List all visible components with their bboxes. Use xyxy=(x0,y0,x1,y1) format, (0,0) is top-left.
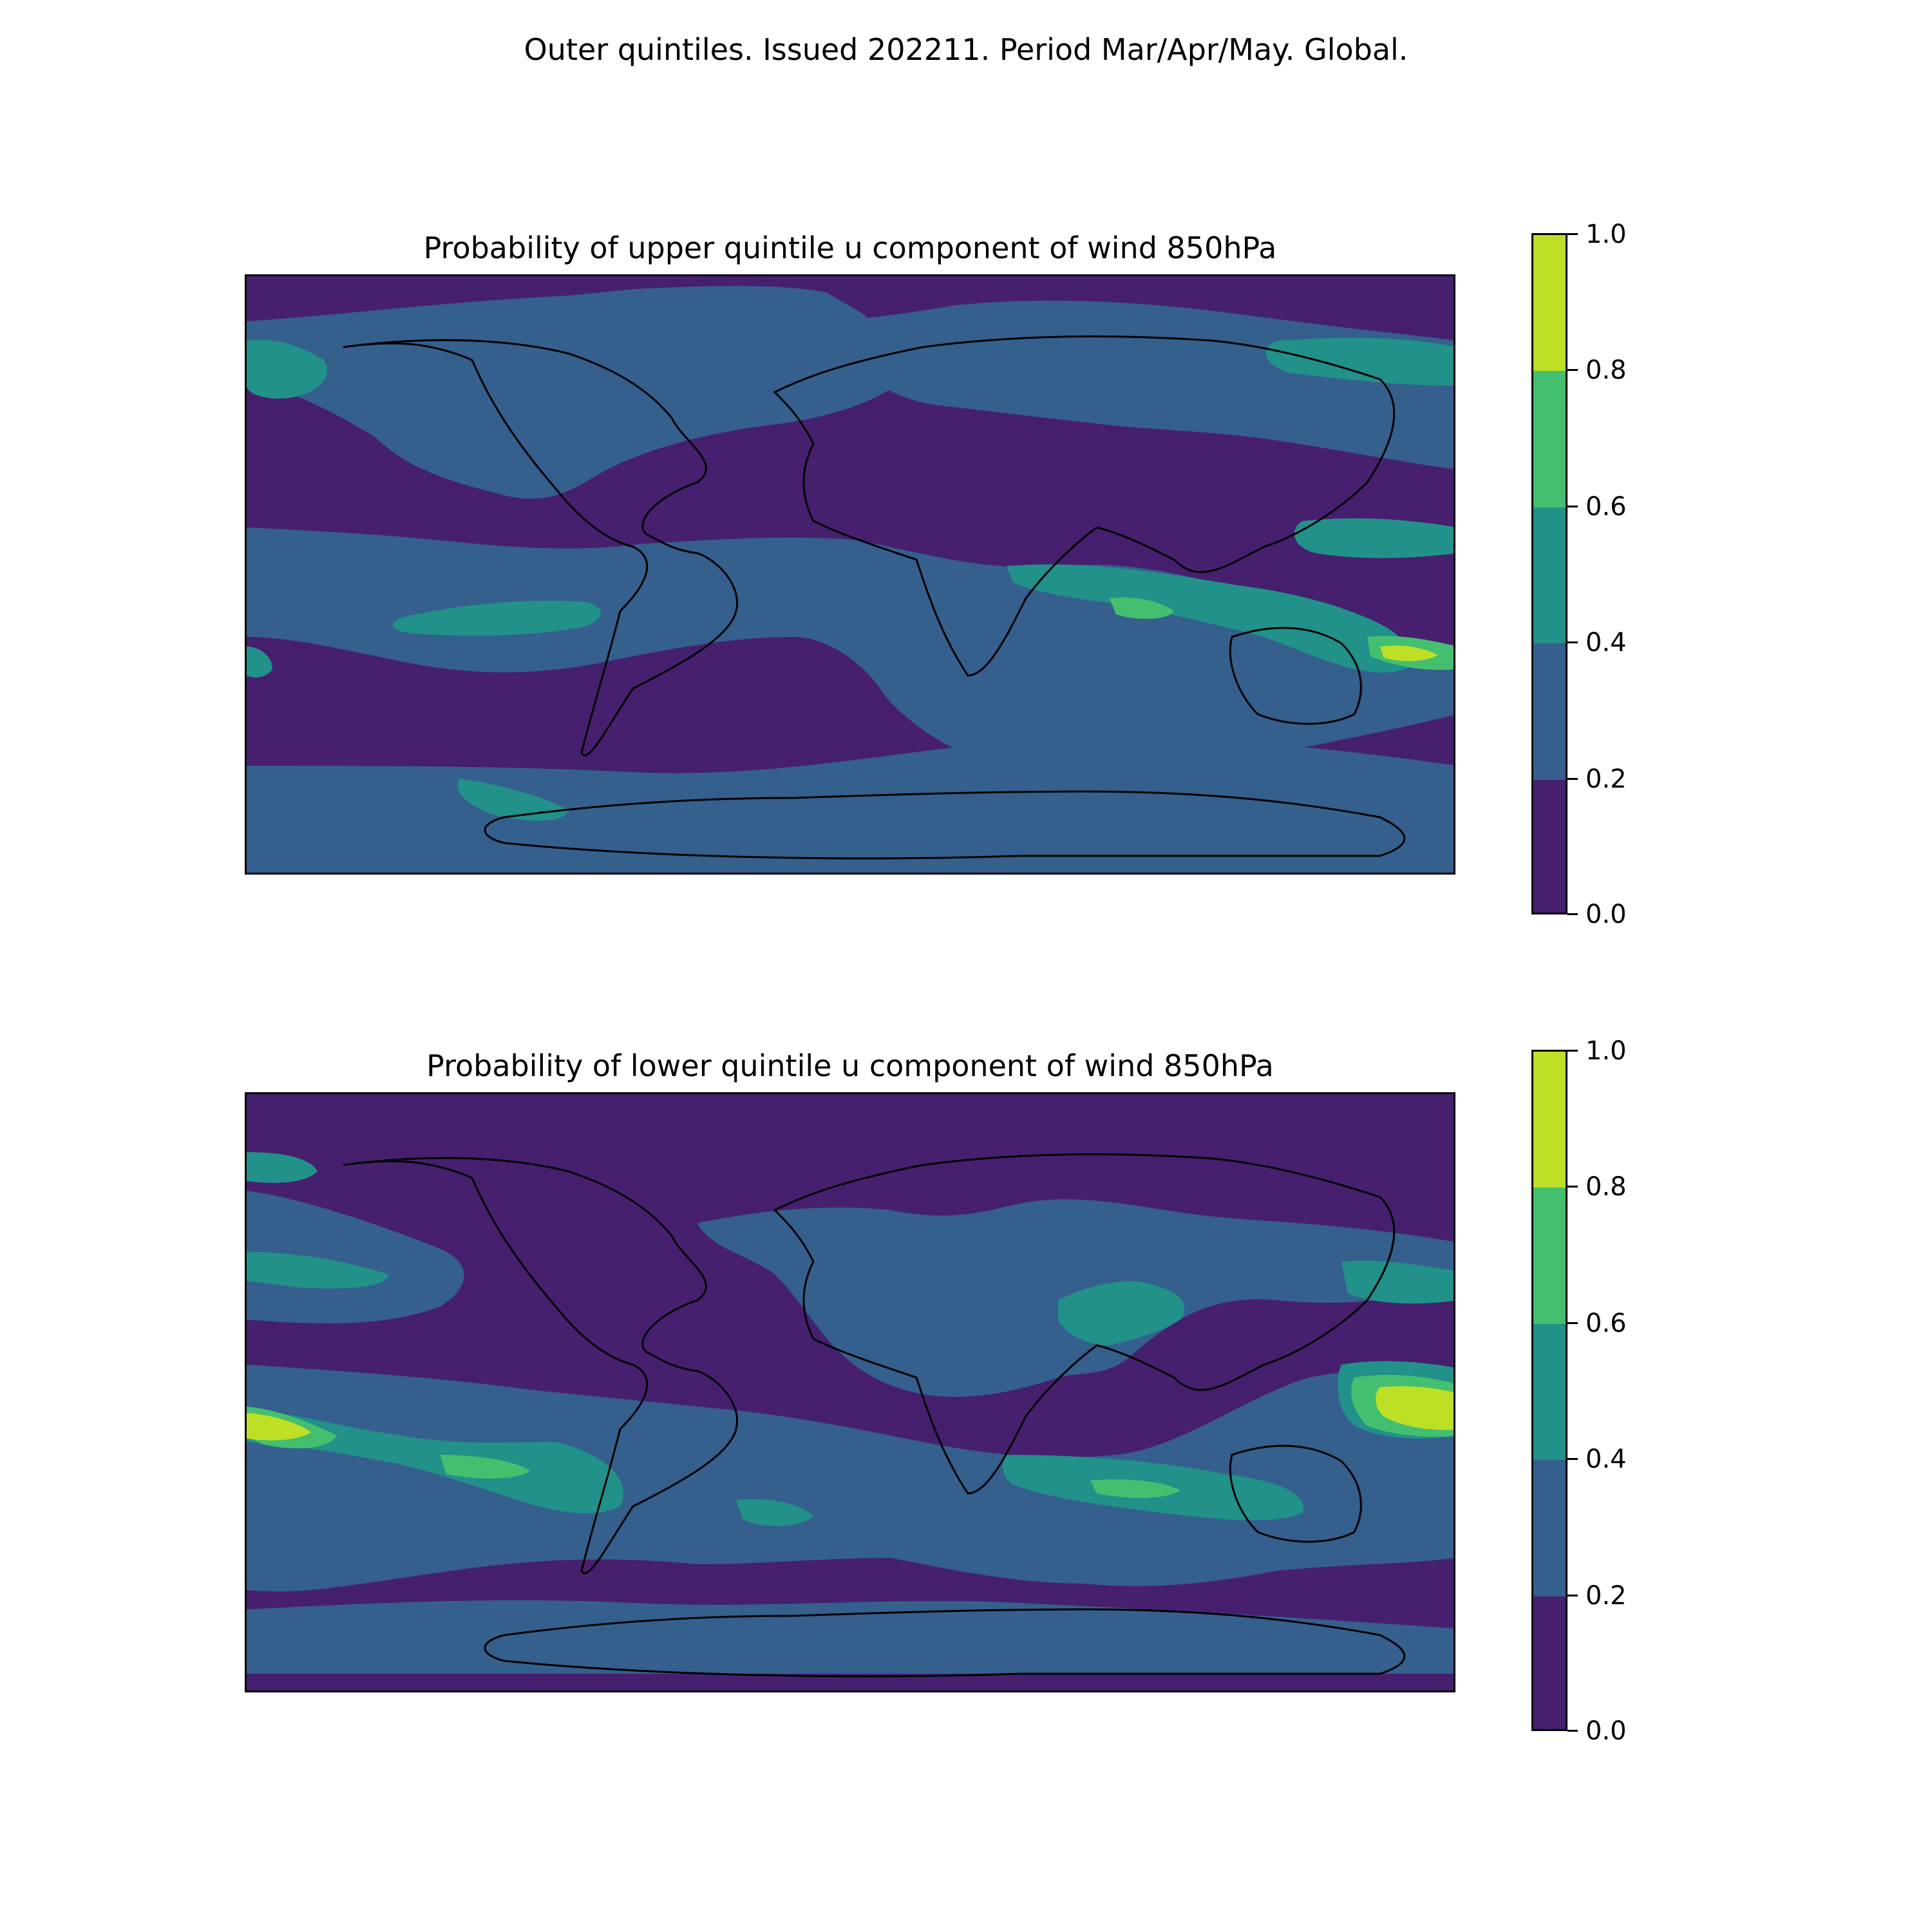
colorbar-1-tick xyxy=(1567,233,1578,235)
map-2-band-0.8-1.0 xyxy=(247,1386,1454,1441)
colorbar-1-tick xyxy=(1567,641,1578,643)
colorbar-1-tick xyxy=(1567,369,1578,371)
map-1-band-0.4-0.6 xyxy=(247,337,1454,821)
colorbar-1-tick xyxy=(1567,913,1578,915)
colorbar-2-bin-0.4-0.6 xyxy=(1533,1324,1566,1460)
colorbar-2-bin-0.0-0.2 xyxy=(1533,1596,1566,1729)
colorbar-1-tick xyxy=(1567,506,1578,507)
colorbar-1-bin-0.0-0.2 xyxy=(1533,780,1566,913)
colorbar-2-ticklabel: 0.2 xyxy=(1586,1581,1627,1611)
map-1-band-0.8-1.0 xyxy=(1380,645,1438,661)
colorbar-2-ticklabel: 0.8 xyxy=(1586,1172,1627,1202)
colorbar-1-ticklabel: 0.2 xyxy=(1586,764,1627,794)
map-1-title: Probability of upper quintile u componen… xyxy=(423,231,1277,265)
colorbar-1-bin-0.8-1.0 xyxy=(1533,235,1566,371)
colorbar-1 xyxy=(1531,233,1567,914)
colorbar-2-ticklabel: 0.0 xyxy=(1586,1716,1627,1746)
colorbar-2-ticklabel: 0.4 xyxy=(1586,1444,1627,1474)
colorbar-1-ticklabel: 0.4 xyxy=(1586,628,1627,658)
colorbar-1-ticklabel: 1.0 xyxy=(1586,220,1627,249)
map-1-coastlines xyxy=(343,335,1406,860)
colorbar-2-bin-0.6-0.8 xyxy=(1533,1188,1566,1324)
colorbar-1-bin-0.4-0.6 xyxy=(1533,507,1566,643)
figure-suptitle: Outer quintiles. Issued 202211. Period M… xyxy=(524,32,1408,67)
colorbar-2-tick xyxy=(1567,1050,1578,1052)
colorbar-1-bin-0.6-0.8 xyxy=(1533,371,1566,507)
map-1-frame xyxy=(245,274,1455,875)
colorbar-1-tick xyxy=(1567,778,1578,780)
map-2-title: Probability of lower quintile u componen… xyxy=(426,1048,1274,1083)
map-2-field xyxy=(247,1094,1454,1690)
colorbar-2-tick xyxy=(1567,1458,1578,1460)
colorbar-2-tick xyxy=(1567,1186,1578,1188)
colorbar-2 xyxy=(1531,1050,1567,1731)
colorbar-1-ticklabel: 0.6 xyxy=(1586,492,1627,522)
colorbar-2-bin-0.2-0.4 xyxy=(1533,1460,1566,1596)
map-2-frame xyxy=(245,1092,1455,1692)
colorbar-2-ticklabel: 1.0 xyxy=(1586,1036,1627,1066)
colorbar-2-tick xyxy=(1567,1322,1578,1324)
colorbar-1-ticklabel: 0.0 xyxy=(1586,900,1627,929)
map-1-field xyxy=(247,276,1454,873)
colorbar-2-bin-0.8-1.0 xyxy=(1533,1052,1566,1188)
colorbar-2-tick xyxy=(1567,1730,1578,1732)
colorbar-2-ticklabel: 0.6 xyxy=(1586,1309,1627,1338)
colorbar-2-tick xyxy=(1567,1595,1578,1596)
colorbar-1-ticklabel: 0.8 xyxy=(1586,355,1627,385)
map-2-coastlines xyxy=(343,1153,1406,1678)
colorbar-1-bin-0.2-0.4 xyxy=(1533,643,1566,780)
